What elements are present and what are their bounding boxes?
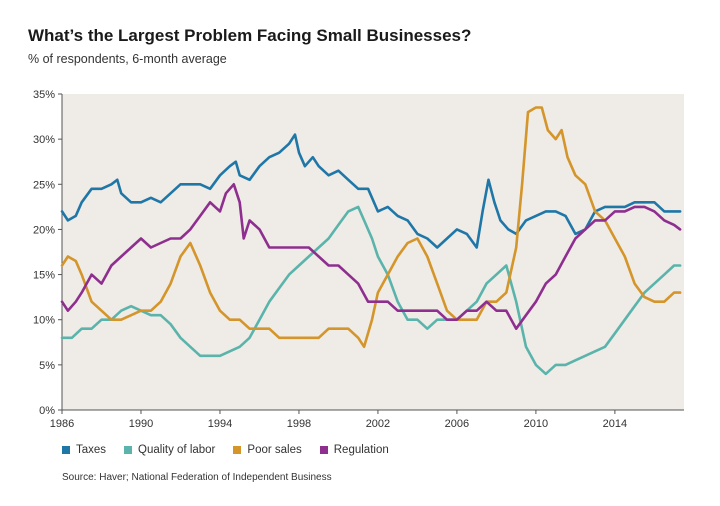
y-tick-label: 0%: [39, 405, 55, 417]
line-chart: 0% 5% 10% 15% 20% 25% 30% 35% 1986 1990 1994 1998 20…: [33, 89, 684, 430]
y-tick-label: 15%: [33, 270, 55, 282]
y-tick-label: 35%: [33, 89, 55, 101]
legend-swatch-poor-sales: [233, 446, 242, 454]
y-tick-label: 20%: [33, 224, 55, 236]
legend-swatch-taxes: [62, 446, 70, 454]
legend-label-poor-sales: Poor sales: [247, 444, 302, 456]
y-tick-label: 10%: [33, 315, 55, 327]
x-tick-label: 1990: [129, 418, 153, 430]
y-tick-label: 30%: [33, 134, 55, 146]
chart-legend: Taxes Quality of labor Poor sales Regula…: [62, 444, 389, 456]
x-tick-label: 1986: [50, 418, 74, 430]
series-line-regulation: [60, 183, 682, 330]
x-tick-label: 2006: [445, 418, 469, 430]
chart-title: What’s the Largest Problem Facing Small …: [28, 26, 472, 45]
x-tick-label: 2014: [603, 418, 627, 430]
legend-swatch-quality-of-labor: [124, 446, 133, 454]
y-tick-label: 5%: [39, 360, 55, 372]
source-note: Source: Haver; National Federation of In…: [62, 472, 332, 483]
legend-item-quality-of-labor: Quality of labor: [124, 444, 215, 456]
legend-label-taxes: Taxes: [76, 444, 107, 456]
legend-label-quality-of-labor: Quality of labor: [138, 444, 216, 456]
series-line-taxes: [60, 133, 682, 249]
legend-item-taxes: Taxes: [62, 444, 106, 456]
legend-item-poor-sales: Poor sales: [233, 444, 302, 456]
y-tick-label: 25%: [33, 179, 55, 191]
x-tick-label: 2010: [524, 418, 548, 430]
x-tick-label: 1998: [287, 418, 311, 430]
plot-area: [62, 94, 684, 410]
chart-subtitle: % of respondents, 6-month average: [28, 52, 227, 66]
legend-label-regulation: Regulation: [333, 444, 389, 456]
legend-item-regulation: Regulation: [319, 444, 389, 456]
series-line-poor-sales: [60, 106, 682, 349]
x-tick-label: 1994: [208, 418, 232, 430]
series-line-quality-of-labor: [60, 205, 682, 376]
x-tick-label: 2002: [366, 418, 390, 430]
legend-swatch-regulation: [319, 446, 328, 454]
